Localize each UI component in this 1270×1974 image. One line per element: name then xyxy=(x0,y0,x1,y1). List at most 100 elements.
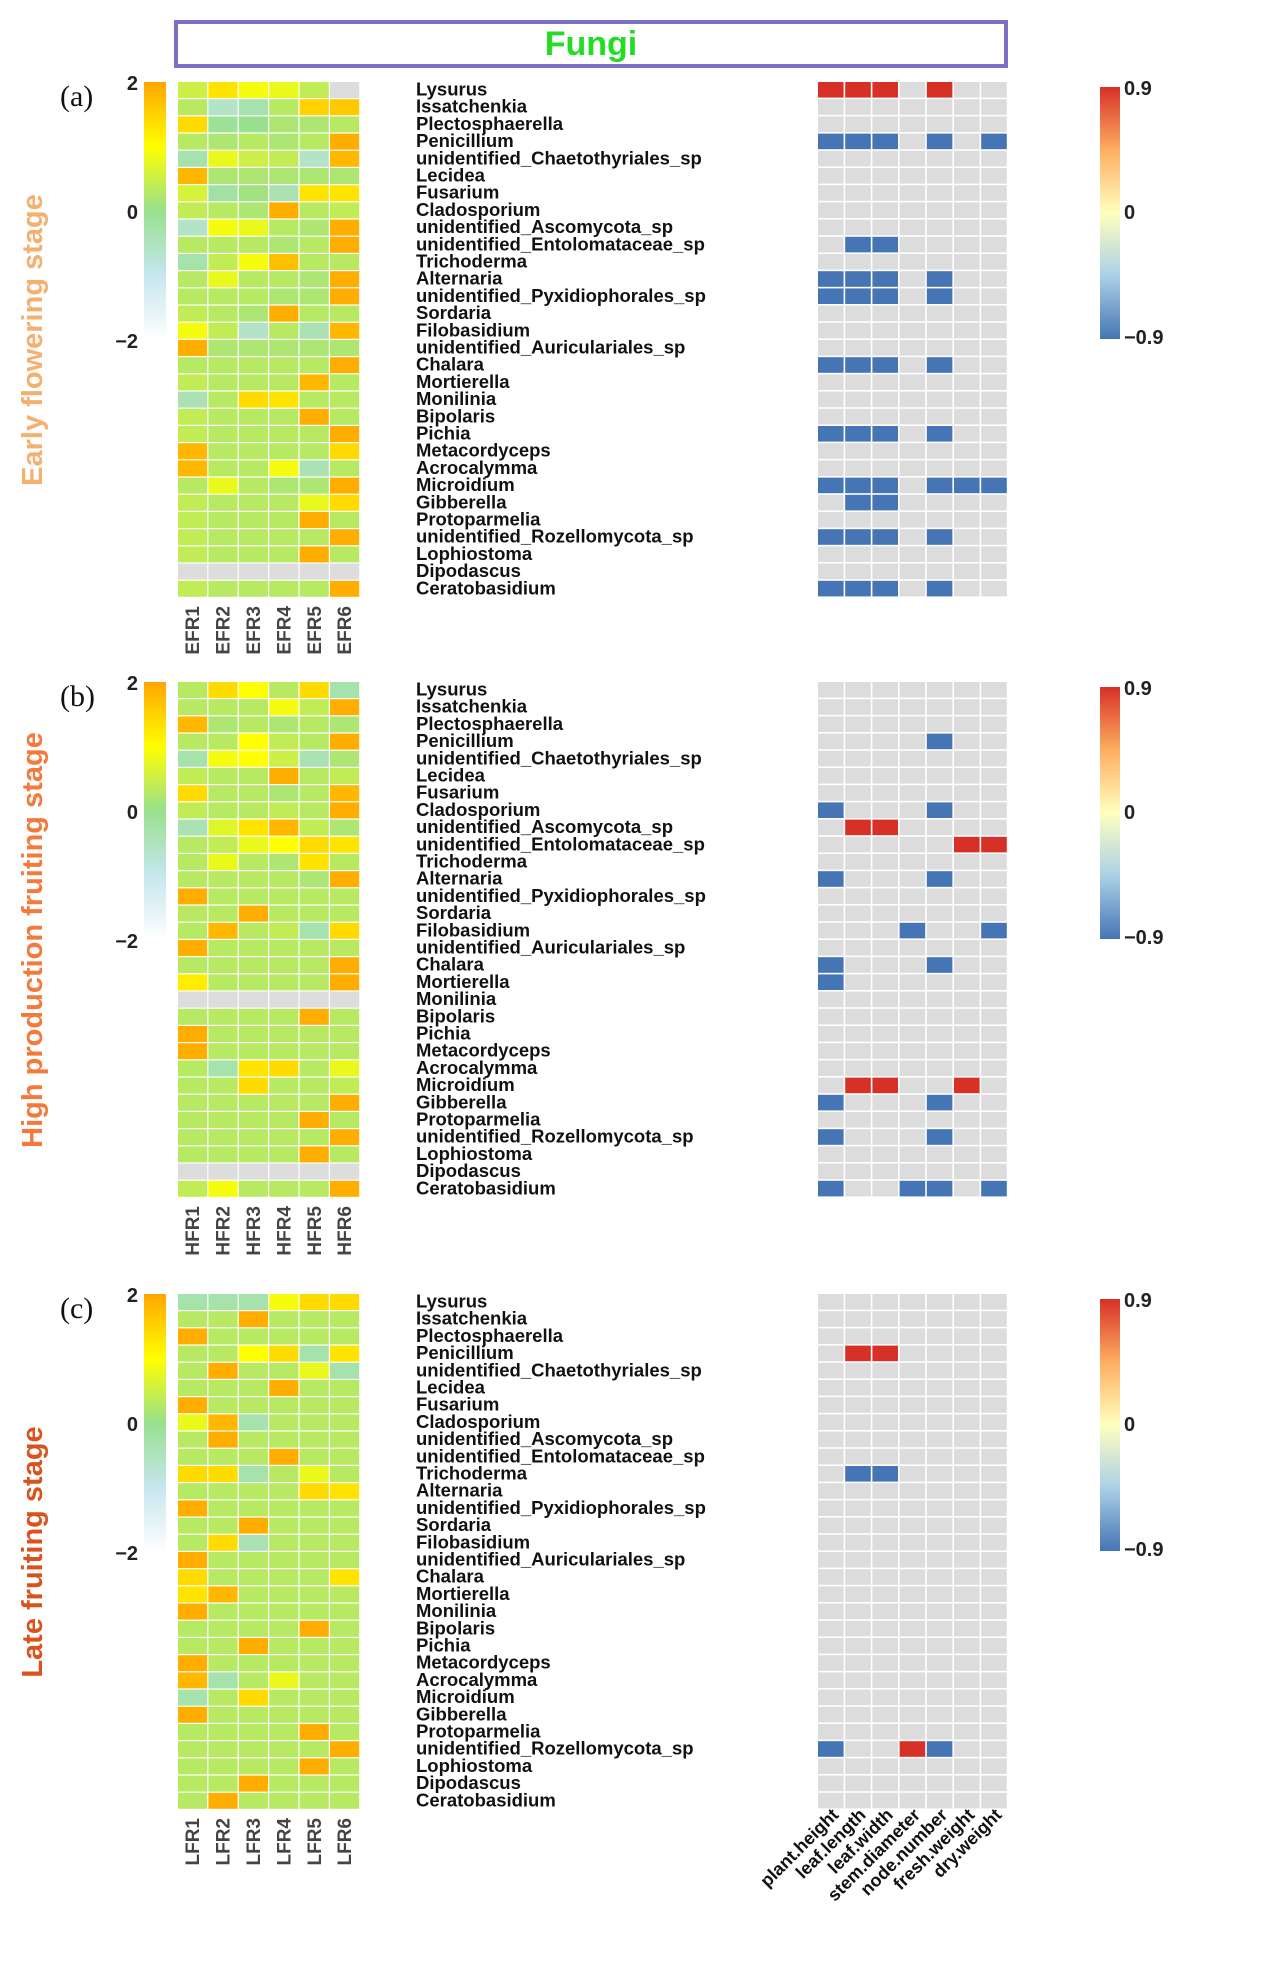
abundance-cell xyxy=(330,1724,360,1740)
correlation-cell xyxy=(981,1775,1007,1792)
correlation-cell xyxy=(899,254,926,270)
correlation-cell xyxy=(818,974,844,990)
correlation-cell xyxy=(954,1775,980,1792)
correlation-cell xyxy=(818,1026,844,1042)
correlation-cell xyxy=(954,922,980,939)
abundance-cell xyxy=(299,1603,329,1620)
correlation-cell xyxy=(872,357,898,373)
abundance-cell xyxy=(208,1380,238,1396)
correlation-cell xyxy=(818,99,844,115)
correlation-cell xyxy=(926,271,953,287)
abundance-cell xyxy=(208,374,238,391)
abundance-cell xyxy=(269,1146,299,1163)
correlation-cell xyxy=(981,1026,1007,1042)
panels: (a)Early flowering stage20−2LysurusIssat… xyxy=(17,73,1163,1905)
abundance-cell xyxy=(330,991,360,1008)
abundance-cell xyxy=(208,716,238,733)
abundance-cell xyxy=(330,682,360,698)
taxon-label: Protoparmelia xyxy=(416,1721,541,1742)
correlation-cell xyxy=(926,512,953,528)
taxon-label: Metacordyceps xyxy=(416,1652,551,1673)
correlation-cell xyxy=(954,768,980,784)
correlation-cell xyxy=(926,682,953,698)
abundance-cell xyxy=(299,99,329,116)
correlation-cell xyxy=(954,836,980,853)
correlation-cell xyxy=(845,1380,871,1396)
abundance-cell xyxy=(178,202,208,219)
abundance-cell xyxy=(238,82,268,98)
abundance-cell xyxy=(269,1620,299,1637)
abundance-cell xyxy=(330,580,360,597)
correlation-cell xyxy=(818,580,844,597)
abundance-cell xyxy=(330,116,360,133)
abundance-cell xyxy=(269,682,299,698)
correlation-cell xyxy=(845,871,871,887)
abundance-cell xyxy=(208,682,238,698)
abundance-cell xyxy=(208,1008,238,1025)
correlation-cell xyxy=(845,185,871,201)
correlation-cell xyxy=(872,1380,898,1396)
correlation-cell xyxy=(926,219,953,236)
correlation-cell xyxy=(981,1146,1007,1162)
abundance-cell xyxy=(178,1362,208,1379)
correlation-cell xyxy=(926,1569,953,1585)
abundance-cell xyxy=(208,236,238,253)
abundance-cell xyxy=(238,957,268,974)
correlation-cell xyxy=(981,1180,1007,1197)
correlation-cell xyxy=(954,1328,980,1344)
abundance-cell xyxy=(330,785,360,802)
abundance-cell xyxy=(238,443,268,460)
abundance-cell xyxy=(269,699,299,716)
correlation-colorbar xyxy=(1100,687,1120,939)
correlation-cell xyxy=(872,957,898,973)
correlation-cell xyxy=(818,1328,844,1344)
taxon-label: Microidium xyxy=(416,1686,515,1707)
correlation-cell xyxy=(954,374,980,390)
abundance-cell xyxy=(269,1163,299,1180)
taxon-label: unidentified_Auriculariales_sp xyxy=(416,1549,685,1570)
correlation-cell xyxy=(926,1741,953,1757)
abundance-scale-tick: 2 xyxy=(127,73,138,95)
correlation-cell xyxy=(981,905,1007,922)
correlation-cell xyxy=(899,836,926,853)
correlation-cell xyxy=(899,133,926,150)
correlation-cell xyxy=(872,202,898,218)
correlation-cell xyxy=(926,1414,953,1430)
correlation-cell xyxy=(981,1569,1007,1585)
correlation-cell xyxy=(845,682,871,698)
abundance-cell xyxy=(269,340,299,356)
abundance-cell xyxy=(178,785,208,802)
correlation-cell xyxy=(899,168,926,184)
correlation-cell xyxy=(981,1792,1007,1809)
abundance-cell xyxy=(299,168,329,184)
sample-label: LFR6 xyxy=(335,1818,356,1866)
abundance-cell xyxy=(269,888,299,905)
correlation-cell xyxy=(845,288,871,304)
panel-label: (c) xyxy=(60,1292,93,1325)
correlation-cell xyxy=(845,768,871,784)
correlation-cell xyxy=(926,1638,953,1654)
correlation-cell xyxy=(954,1603,980,1620)
correlation-cell xyxy=(845,1060,871,1076)
correlation-cell xyxy=(926,1552,953,1568)
abundance-cell xyxy=(208,219,238,236)
correlation-cell xyxy=(899,1129,926,1145)
correlation-cell xyxy=(872,408,898,425)
correlation-cell xyxy=(872,1517,898,1534)
correlation-cell xyxy=(954,1094,980,1111)
abundance-cell xyxy=(178,1552,208,1568)
abundance-cell xyxy=(299,716,329,733)
correlation-cell xyxy=(818,1792,844,1809)
abundance-cell xyxy=(330,1500,360,1517)
taxon-label: unidentified_Ascomycota_sp xyxy=(416,216,673,237)
correlation-cell xyxy=(872,1586,898,1602)
abundance-cell xyxy=(208,974,238,991)
correlation-cell xyxy=(872,922,898,939)
taxon-label: Cladosporium xyxy=(416,1411,540,1432)
correlation-cell xyxy=(845,1775,871,1792)
correlation-cell xyxy=(872,819,898,836)
correlation-cell xyxy=(926,871,953,887)
taxon-label: Microidium xyxy=(416,474,515,495)
correlation-cell xyxy=(899,1026,926,1042)
correlation-cell xyxy=(845,426,871,442)
